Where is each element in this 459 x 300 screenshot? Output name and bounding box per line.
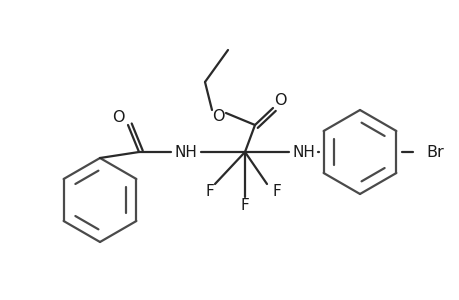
Text: NH: NH	[174, 145, 197, 160]
Text: NH: NH	[292, 145, 315, 160]
Text: O: O	[211, 109, 224, 124]
Text: F: F	[272, 184, 281, 200]
Text: O: O	[112, 110, 124, 124]
Text: O: O	[273, 92, 285, 107]
Text: Br: Br	[425, 145, 443, 160]
Text: F: F	[240, 197, 249, 212]
Text: F: F	[205, 184, 214, 200]
